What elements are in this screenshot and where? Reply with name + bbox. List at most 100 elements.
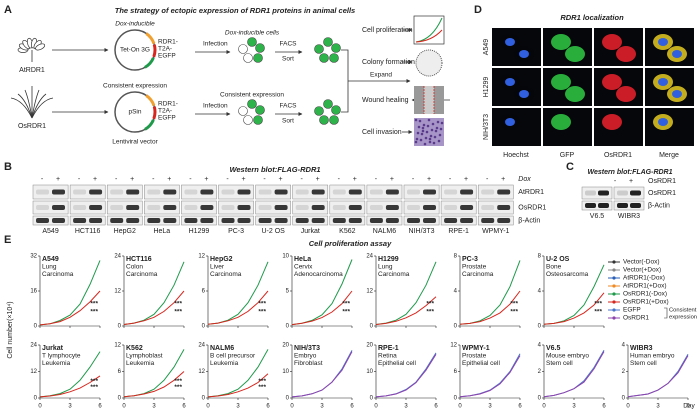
- chart-description: Prostate: [462, 353, 487, 360]
- thumbnail: [419, 138, 423, 142]
- blot-band: [147, 189, 161, 195]
- thumbnail: [437, 139, 441, 143]
- insert-label: T2A-: [158, 108, 172, 115]
- insert-label: T2A-: [158, 46, 172, 53]
- plant-icon: [35, 43, 46, 51]
- significance: ***: [90, 300, 98, 307]
- x-tick-label: 0: [458, 404, 462, 410]
- y-tick-label: 12: [366, 289, 373, 295]
- chart-description: Cervix: [294, 264, 313, 271]
- blot-strip: [181, 215, 217, 226]
- cell-line-label: K562: [339, 228, 355, 235]
- nucleus-image: [658, 118, 668, 126]
- growth-curve: [543, 292, 605, 325]
- column-label: Merge: [659, 152, 679, 159]
- y-tick-label: 20: [366, 343, 373, 349]
- blot-band: [36, 189, 49, 195]
- blot-band: [295, 205, 309, 210]
- x-axis-label: Day: [683, 403, 695, 410]
- y-tick-label: 8: [538, 254, 542, 260]
- significance: ***: [258, 300, 266, 307]
- band-label: β-Actin: [648, 202, 670, 209]
- chart-description: Liver: [210, 264, 225, 271]
- plasmid-label: pSin: [128, 109, 141, 116]
- sign-label: +: [629, 178, 633, 185]
- y-tick-label: 12: [30, 369, 37, 375]
- thumbnail: [431, 122, 435, 126]
- cell: [243, 53, 253, 63]
- thumbnail: [428, 137, 432, 141]
- panel-label: D: [474, 4, 482, 16]
- blot-strip: [32, 200, 69, 215]
- thumbnail: [415, 29, 443, 43]
- blot-band: [221, 205, 235, 210]
- cell: [319, 53, 329, 63]
- y-tick-label: 12: [198, 254, 205, 260]
- blot-band: [295, 218, 309, 223]
- cell-line-label: NALM6: [373, 228, 396, 235]
- blot-band: [73, 205, 87, 210]
- growth-curve: [627, 355, 689, 398]
- y-tick-label: 4: [538, 289, 542, 295]
- legend-note: Consistent: [669, 308, 697, 314]
- significance: ***: [258, 384, 266, 391]
- chart-name: HCT116: [126, 256, 152, 263]
- thumbnail: [422, 123, 426, 127]
- y-tick-label: 0: [118, 324, 122, 330]
- blot-strip: [69, 200, 106, 215]
- blot-band: [126, 189, 140, 195]
- sign-label: -: [41, 176, 44, 183]
- blot-band: [617, 190, 628, 196]
- chart-description: Mouse embryo: [546, 353, 589, 360]
- blot-strip: [440, 200, 477, 215]
- blot-strip: [255, 215, 291, 226]
- cell-line-label: WIBR3: [618, 213, 640, 220]
- chart-description: Retina: [378, 353, 397, 360]
- plant-label: AtRDR1: [19, 67, 45, 74]
- x-tick-label: 6: [350, 404, 354, 410]
- blot-strip: [403, 184, 440, 200]
- x-tick-label: 6: [266, 404, 270, 410]
- legend-swatch: [612, 308, 616, 312]
- thumbnail: [425, 130, 429, 134]
- chart-name: V6.5: [546, 345, 561, 352]
- thumbnail: [440, 121, 444, 125]
- blot-band: [258, 189, 272, 195]
- plant-icon: [31, 97, 54, 119]
- blot-band: [369, 189, 383, 195]
- y-tick-label: 16: [30, 289, 37, 295]
- blot-band: [460, 205, 474, 210]
- blot-strip: [292, 184, 329, 200]
- thumbnail: [414, 118, 418, 122]
- blot-band: [385, 189, 399, 195]
- thumbnail: [430, 128, 434, 132]
- x-tick-label: 6: [602, 404, 606, 410]
- y-tick-label: 0: [538, 396, 542, 402]
- blot-strip: [218, 200, 254, 215]
- x-tick-label: 6: [434, 404, 438, 410]
- band-label: AtRDR1: [518, 189, 544, 196]
- sign-label: -: [375, 176, 378, 183]
- chart-description: Leukemia: [126, 360, 155, 367]
- cell: [238, 106, 248, 116]
- cell-line-label: V6.5: [590, 213, 605, 220]
- blot-band: [89, 218, 103, 223]
- row-label: NIH/3T3: [483, 114, 490, 140]
- growth-curve: [459, 290, 521, 325]
- growth-curve: [375, 296, 437, 325]
- blot-band: [332, 218, 346, 223]
- blot-band: [52, 218, 65, 223]
- x-tick-label: 0: [626, 404, 630, 410]
- cell: [331, 105, 341, 115]
- growth-curve: [543, 351, 605, 398]
- chart-description: Lung: [42, 264, 57, 271]
- nucleus-image: [658, 78, 668, 86]
- x-tick-label: 3: [404, 404, 408, 410]
- chart-description: Epithelial cell: [378, 360, 416, 367]
- assay-label: Wound healing: [362, 97, 409, 104]
- row-label: H1299: [483, 77, 490, 98]
- chart-description: Carcinoma: [378, 271, 410, 278]
- significance: ***: [90, 378, 98, 385]
- blot-band: [407, 205, 420, 210]
- legend-label: OsRDR1(+Dox): [623, 299, 669, 306]
